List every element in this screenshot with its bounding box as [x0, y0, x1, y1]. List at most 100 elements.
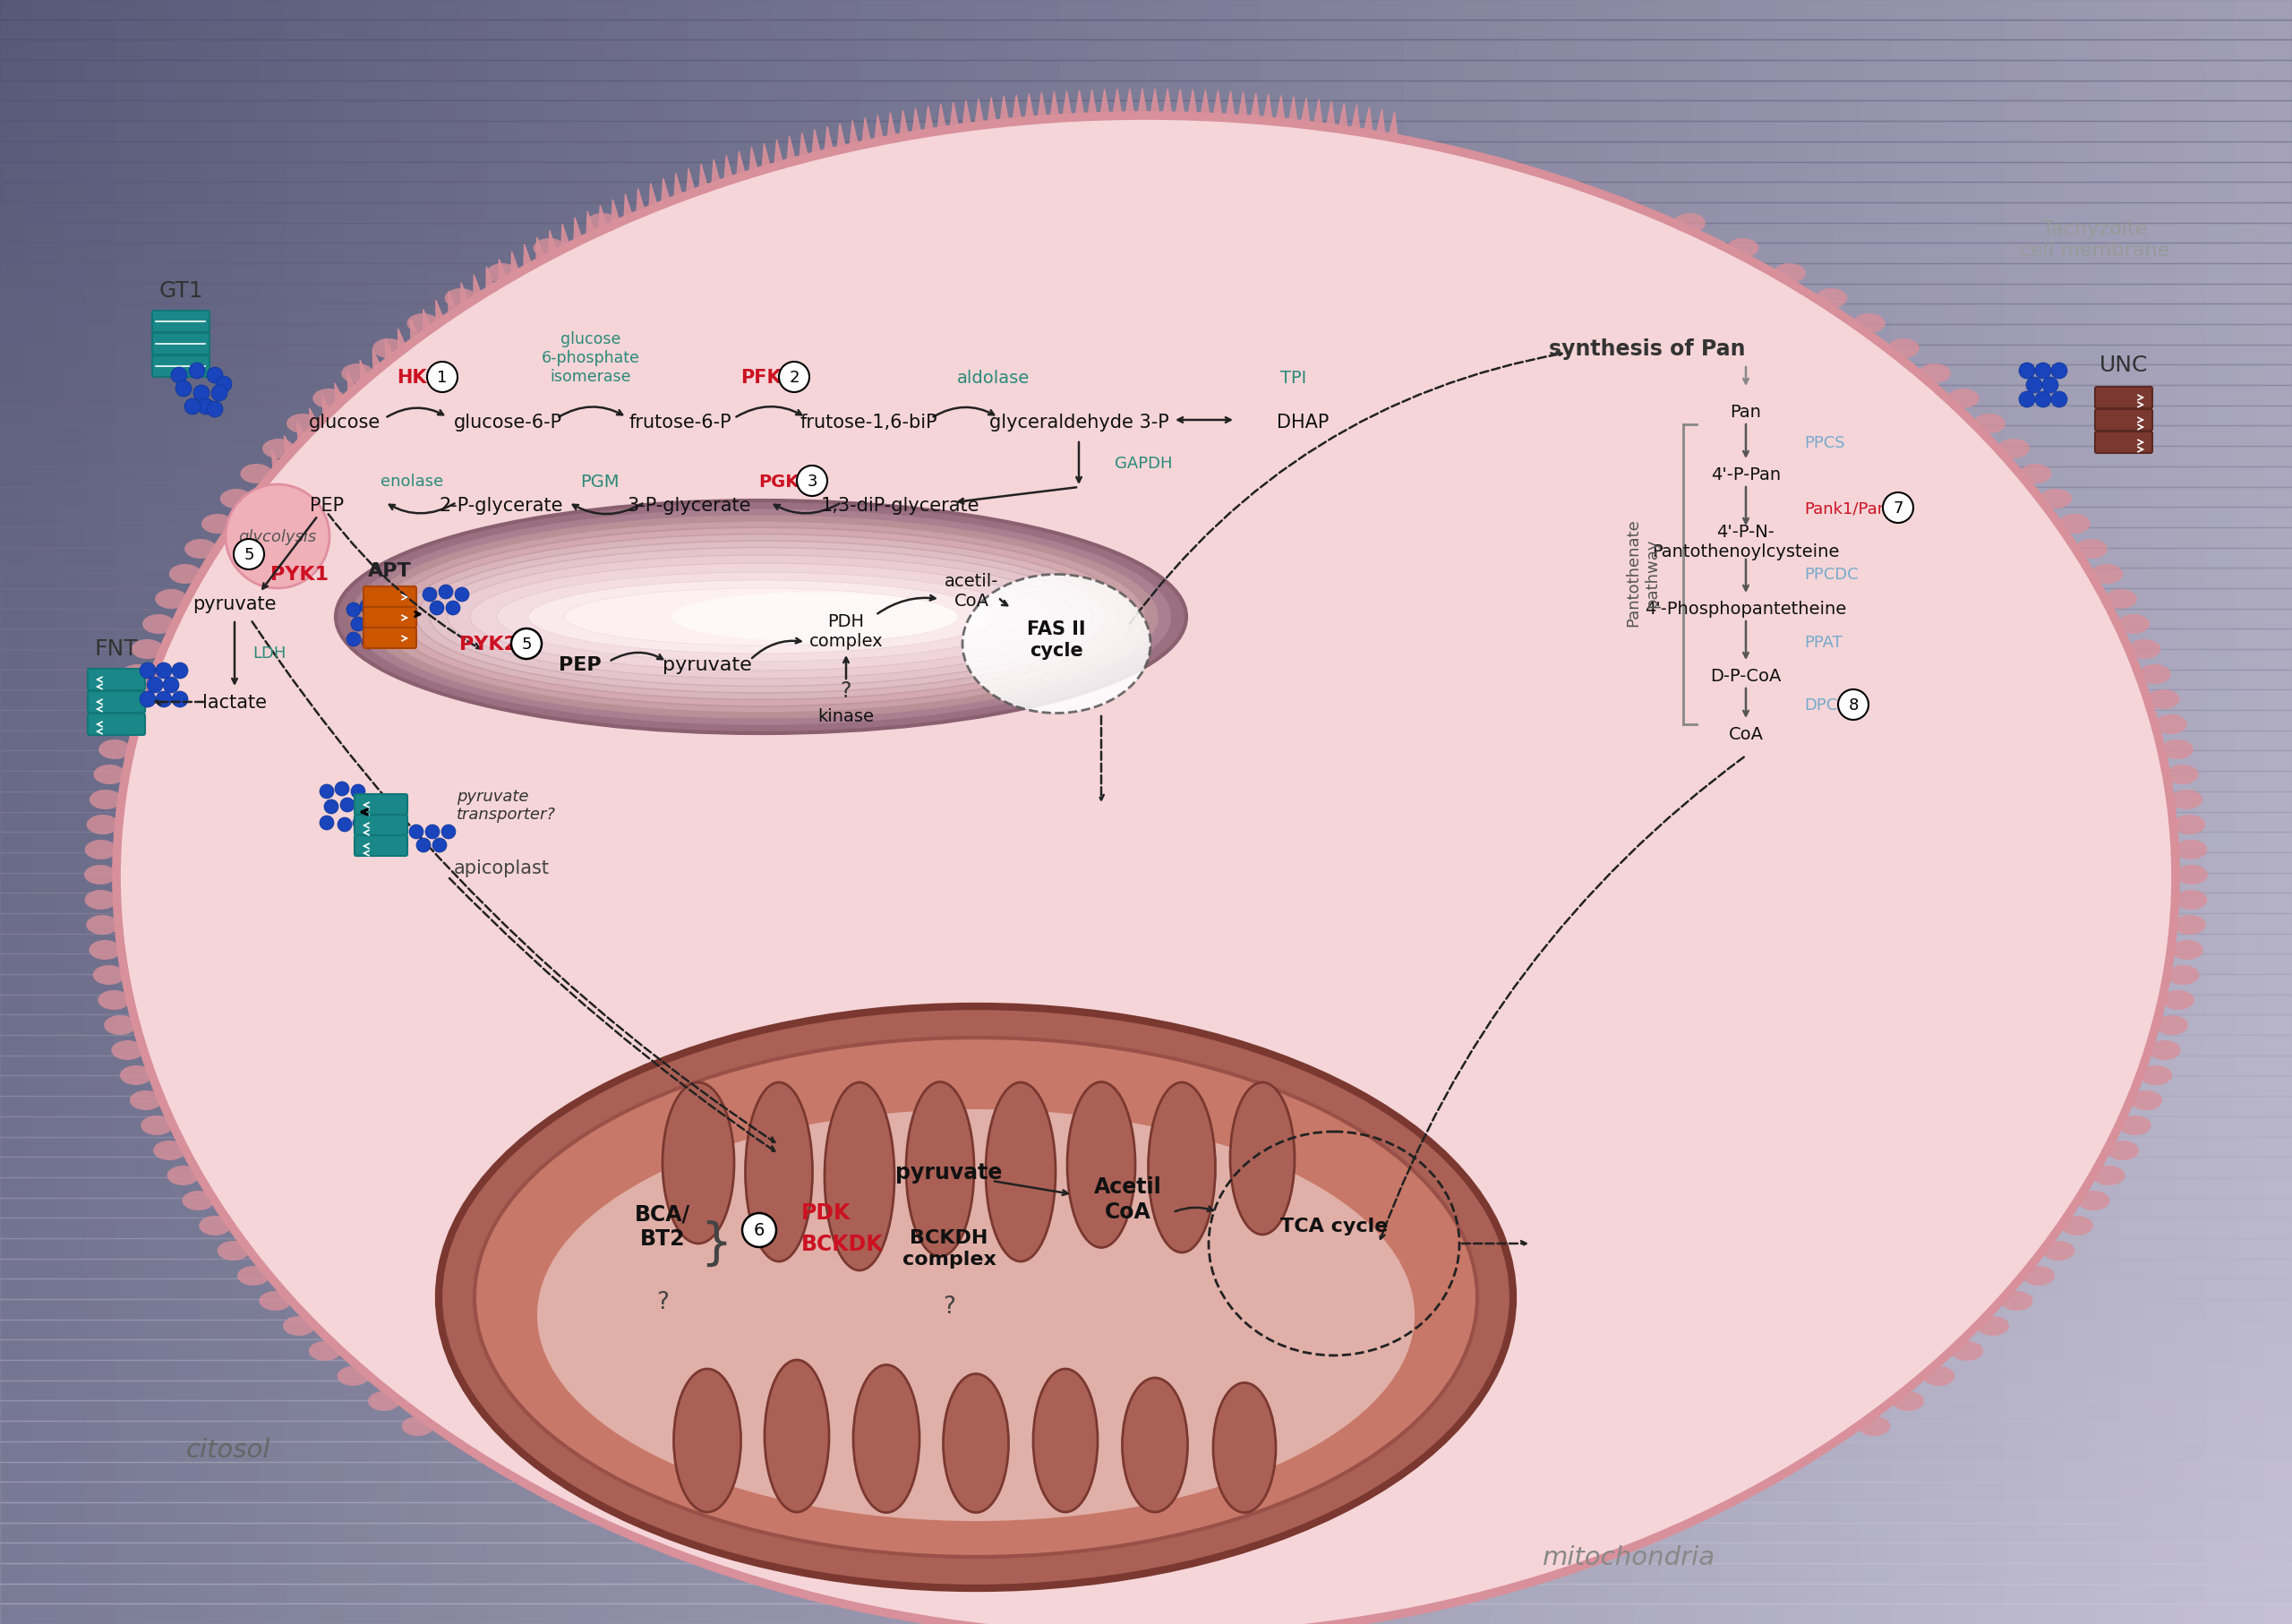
Polygon shape	[0, 731, 2292, 750]
Circle shape	[339, 797, 355, 812]
Polygon shape	[0, 650, 2292, 671]
Polygon shape	[2264, 0, 2292, 1624]
Polygon shape	[0, 1543, 2292, 1562]
Polygon shape	[0, 1320, 2292, 1340]
Ellipse shape	[309, 1341, 342, 1361]
Ellipse shape	[986, 1083, 1057, 1262]
Ellipse shape	[131, 640, 163, 659]
Ellipse shape	[2106, 1140, 2138, 1161]
Polygon shape	[1203, 0, 1233, 1624]
Circle shape	[743, 1213, 777, 1247]
Text: Pantothenate
pathway: Pantothenate pathway	[1625, 518, 1659, 627]
Ellipse shape	[1978, 1315, 2010, 1337]
Polygon shape	[401, 0, 431, 1624]
Circle shape	[2035, 364, 2051, 380]
Polygon shape	[1031, 0, 1059, 1624]
Polygon shape	[284, 437, 296, 455]
Text: PYK2: PYK2	[458, 635, 518, 653]
Text: 7: 7	[1893, 500, 1902, 516]
Ellipse shape	[2148, 1041, 2180, 1060]
Circle shape	[376, 603, 390, 617]
FancyBboxPatch shape	[87, 692, 144, 713]
Ellipse shape	[2173, 815, 2205, 835]
Ellipse shape	[282, 1315, 314, 1337]
Text: DHAP: DHAP	[1277, 414, 1329, 432]
Polygon shape	[0, 1523, 2292, 1543]
Circle shape	[447, 601, 461, 615]
Ellipse shape	[403, 534, 1118, 700]
Ellipse shape	[1068, 1082, 1135, 1247]
Text: BCKDH
complex: BCKDH complex	[903, 1229, 997, 1267]
Ellipse shape	[94, 765, 126, 784]
Polygon shape	[0, 1158, 2292, 1177]
Polygon shape	[486, 268, 495, 291]
Circle shape	[346, 633, 360, 646]
Polygon shape	[1976, 0, 2006, 1624]
Polygon shape	[0, 325, 2292, 346]
Polygon shape	[713, 161, 720, 185]
FancyBboxPatch shape	[87, 715, 144, 736]
Polygon shape	[0, 1015, 2292, 1036]
Polygon shape	[374, 349, 383, 370]
Ellipse shape	[564, 590, 958, 646]
Text: TPI: TPI	[1281, 369, 1306, 387]
Ellipse shape	[259, 1291, 291, 1311]
Circle shape	[319, 815, 335, 830]
Polygon shape	[1604, 0, 1632, 1624]
Polygon shape	[0, 41, 2292, 62]
Polygon shape	[2120, 0, 2150, 1624]
Ellipse shape	[497, 573, 1025, 663]
Ellipse shape	[1891, 1392, 1923, 1411]
Polygon shape	[0, 143, 2292, 162]
Polygon shape	[0, 1562, 2292, 1583]
Text: Acetil
CoA: Acetil CoA	[1093, 1176, 1162, 1223]
Polygon shape	[0, 0, 28, 1624]
Polygon shape	[500, 260, 507, 283]
Ellipse shape	[2138, 664, 2171, 684]
Text: PGK: PGK	[759, 473, 800, 490]
Ellipse shape	[103, 1015, 135, 1034]
Text: PPCDC: PPCDC	[1804, 567, 1859, 583]
Polygon shape	[1719, 0, 1749, 1624]
Ellipse shape	[2001, 1291, 2033, 1311]
Circle shape	[197, 400, 213, 416]
Text: FAS II
cycle: FAS II cycle	[1027, 620, 1086, 659]
FancyBboxPatch shape	[355, 794, 408, 815]
Text: DPCK: DPCK	[1804, 697, 1847, 713]
Circle shape	[172, 692, 188, 708]
Ellipse shape	[202, 515, 234, 534]
Ellipse shape	[2166, 765, 2198, 784]
Ellipse shape	[963, 575, 1151, 713]
FancyBboxPatch shape	[2095, 409, 2152, 432]
Ellipse shape	[401, 1416, 433, 1436]
Polygon shape	[736, 153, 745, 177]
Polygon shape	[587, 213, 596, 237]
Polygon shape	[0, 284, 2292, 305]
Polygon shape	[1403, 0, 1432, 1624]
Polygon shape	[0, 21, 2292, 41]
Polygon shape	[1201, 91, 1210, 117]
Polygon shape	[1520, 0, 1547, 1624]
Polygon shape	[0, 549, 2292, 568]
Polygon shape	[1302, 99, 1309, 125]
Polygon shape	[912, 109, 921, 135]
Polygon shape	[1118, 0, 1146, 1624]
Text: Pank1/Pank2: Pank1/Pank2	[1804, 500, 1907, 516]
Polygon shape	[1238, 93, 1247, 120]
Ellipse shape	[1726, 239, 1758, 258]
Polygon shape	[1100, 89, 1109, 117]
Ellipse shape	[1852, 313, 1884, 335]
Polygon shape	[1921, 0, 1948, 1624]
Polygon shape	[0, 1199, 2292, 1218]
Circle shape	[417, 838, 431, 853]
Ellipse shape	[85, 866, 117, 885]
Ellipse shape	[1859, 1416, 1891, 1436]
Text: APT: APT	[367, 562, 410, 580]
Polygon shape	[1834, 0, 1861, 1624]
Ellipse shape	[2074, 539, 2109, 559]
Circle shape	[410, 825, 424, 840]
Polygon shape	[988, 97, 997, 125]
Polygon shape	[1212, 91, 1222, 119]
Polygon shape	[1089, 91, 1098, 117]
Ellipse shape	[1123, 1377, 1187, 1512]
